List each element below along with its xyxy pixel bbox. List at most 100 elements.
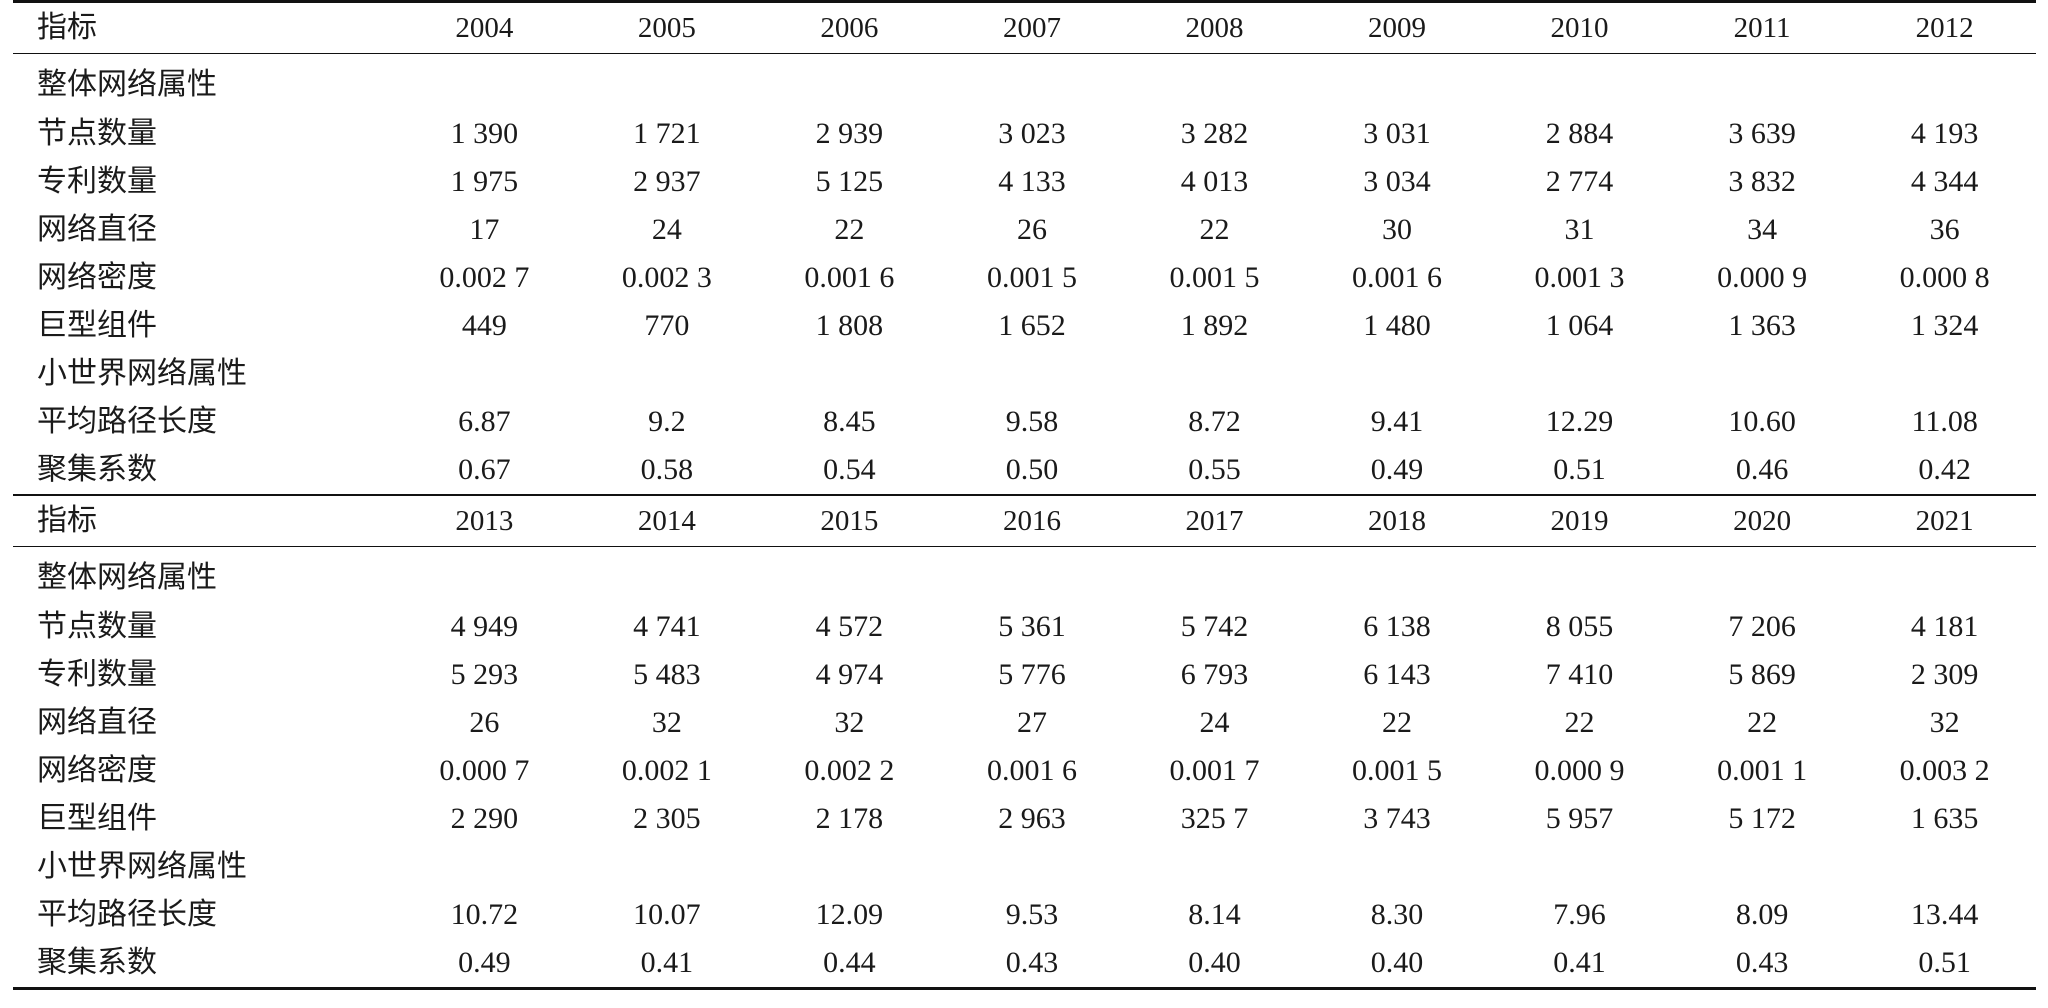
value-cell: 3 832 xyxy=(1728,165,1796,198)
metric-label-cell: 聚集系数 xyxy=(37,452,157,487)
value-cell: 24 xyxy=(651,213,682,246)
empty-cell xyxy=(1671,843,1854,891)
value-cell: 6 143 xyxy=(1363,658,1431,691)
value-cell: 3 639 xyxy=(1728,117,1796,150)
value-cell: 8.72 xyxy=(1188,405,1241,438)
year-header-cell: 2012 xyxy=(1853,0,2036,54)
value-cell: 5 869 xyxy=(1728,658,1796,691)
empty-cell xyxy=(1853,350,2036,398)
table-row: 网络密度 0.000 7 0.002 1 0.002 2 0.001 6 0.001 7 0… xyxy=(13,747,2036,795)
value-cell: 8.45 xyxy=(823,405,876,438)
value-cell: 7 410 xyxy=(1545,658,1614,691)
year-header-cell: 2004 xyxy=(393,0,576,54)
value-cell: 0.40 xyxy=(1123,939,1306,990)
table-row: 专利数量 1 975 2 937 5 125 4 133 4 013 3 034 2 774 3… xyxy=(13,158,2036,206)
empty-cell xyxy=(1671,54,1854,111)
value-cell: 22 xyxy=(1564,706,1595,739)
value-cell: 0.43 xyxy=(1670,939,1854,990)
value-cell: 22 xyxy=(1199,213,1230,246)
empty-cell xyxy=(758,54,941,111)
value-cell: 8.30 xyxy=(1370,898,1424,931)
value-cell: 0.67 xyxy=(458,453,511,486)
empty-cell xyxy=(576,547,759,604)
value-cell: 3 034 xyxy=(1363,165,1431,198)
empty-cell xyxy=(758,350,941,398)
value-cell: 1 975 xyxy=(450,165,519,198)
value-cell: 4 741 xyxy=(633,610,701,643)
value-cell: 26 xyxy=(1016,213,1047,246)
empty-cell xyxy=(1123,54,1306,111)
value-cell: 6 793 xyxy=(1180,658,1249,691)
empty-cell xyxy=(1123,350,1306,398)
header-label-cell: 指标 xyxy=(13,0,394,54)
value-cell: 1 652 xyxy=(998,309,1066,342)
value-cell: 3 031 xyxy=(1363,117,1431,150)
metric-label-cell: 巨型组件 xyxy=(37,801,157,836)
value-cell: 2 305 xyxy=(633,802,701,835)
value-cell: 11.08 xyxy=(1911,405,1978,438)
empty-cell xyxy=(941,350,1124,398)
group-heading-row: 整体网络属性 xyxy=(13,547,2036,604)
value-cell: 0.49 xyxy=(1370,453,1424,486)
empty-cell xyxy=(1488,843,1671,891)
value-cell: 30 xyxy=(1382,213,1413,246)
value-cell: 10.07 xyxy=(633,898,701,931)
year-header-cell: 2013 xyxy=(393,494,576,547)
value-cell: 24 xyxy=(1199,706,1230,739)
empty-cell xyxy=(1671,547,1854,604)
table-row: 聚集系数 0.49 0.41 0.44 0.43 0.40 0.40 0.41 0.43 0.51 xyxy=(13,939,2036,990)
value-cell: 3 743 xyxy=(1363,802,1431,835)
empty-cell xyxy=(758,843,941,891)
year-header-cell: 2018 xyxy=(1305,494,1489,547)
year-header-cell: 2016 xyxy=(940,494,1124,547)
value-cell: 0.001 3 xyxy=(1534,261,1625,294)
value-cell: 22 xyxy=(1382,706,1413,739)
value-cell: 3 023 xyxy=(998,117,1066,150)
value-cell: 0.43 xyxy=(940,939,1124,990)
value-cell: 0.002 1 xyxy=(621,754,712,787)
table-row: 节点数量 1 390 1 721 2 939 3 023 3 282 3 031 2 884 3… xyxy=(13,110,2036,158)
table-row: 平均路径长度 6.87 9.2 8.45 9.58 8.72 9.41 12.29 10.60 1… xyxy=(13,398,2036,446)
value-cell: 2 774 xyxy=(1545,165,1614,198)
value-cell: 1 721 xyxy=(633,117,701,150)
value-cell: 17 xyxy=(469,213,500,246)
value-cell: 9.53 xyxy=(1005,898,1059,931)
value-cell: 9.41 xyxy=(1370,405,1424,438)
value-cell: 1 363 xyxy=(1728,309,1796,342)
empty-cell xyxy=(393,547,576,604)
table-header-row: 指标 2013 2014 2015 2016 2017 2018 2019 2020 2021 xyxy=(13,494,2036,547)
empty-cell xyxy=(1853,54,2036,111)
value-cell: 0.002 7 xyxy=(439,261,530,294)
table-body: 指标 2004 2005 2006 2007 2008 2009 2010 2011 2012 整体… xyxy=(13,0,2036,990)
value-cell: 770 xyxy=(644,309,690,342)
empty-cell xyxy=(1853,843,2036,891)
value-cell: 5 742 xyxy=(1180,610,1249,643)
year-header-cell: 2011 xyxy=(1670,0,1854,54)
value-cell: 0.000 9 xyxy=(1534,754,1625,787)
value-cell: 6 138 xyxy=(1363,610,1431,643)
value-cell: 12.09 xyxy=(815,898,884,931)
table-header-row: 指标 2004 2005 2006 2007 2008 2009 2010 2011 2012 xyxy=(13,0,2036,54)
value-cell: 2 884 xyxy=(1545,117,1614,150)
metric-label-cell: 专利数量 xyxy=(37,164,157,199)
value-cell: 0.001 7 xyxy=(1169,754,1260,787)
year-header-cell: 2010 xyxy=(1488,0,1671,54)
empty-cell xyxy=(1123,547,1306,604)
table-row: 专利数量 5 293 5 483 4 974 5 776 6 793 6 143 7 410 5… xyxy=(13,651,2036,699)
value-cell: 1 808 xyxy=(815,309,884,342)
value-cell: 0.002 2 xyxy=(804,754,895,787)
value-cell: 32 xyxy=(834,706,865,739)
value-cell: 0.001 5 xyxy=(986,261,1077,294)
value-cell: 32 xyxy=(1929,706,1960,739)
value-cell: 10.72 xyxy=(450,898,519,931)
value-cell: 0.58 xyxy=(640,453,694,486)
value-cell: 4 013 xyxy=(1180,165,1249,198)
value-cell: 8.09 xyxy=(1735,898,1789,931)
table-row: 网络密度 0.002 7 0.002 3 0.001 6 0.001 5 0.001 5 0… xyxy=(13,254,2036,302)
year-header-cell: 2014 xyxy=(575,494,759,547)
table-row: 平均路径长度 10.72 10.07 12.09 9.53 8.14 8.30 7.96 8.0… xyxy=(13,891,2036,939)
table-row: 聚集系数 0.67 0.58 0.54 0.50 0.55 0.49 0.51 0.46 0.42 xyxy=(13,446,2036,495)
table-row: 巨型组件 2 290 2 305 2 178 2 963 325 7 3 743 5 957 5… xyxy=(13,795,2036,843)
empty-cell xyxy=(1306,350,1489,398)
value-cell: 4 949 xyxy=(450,610,519,643)
